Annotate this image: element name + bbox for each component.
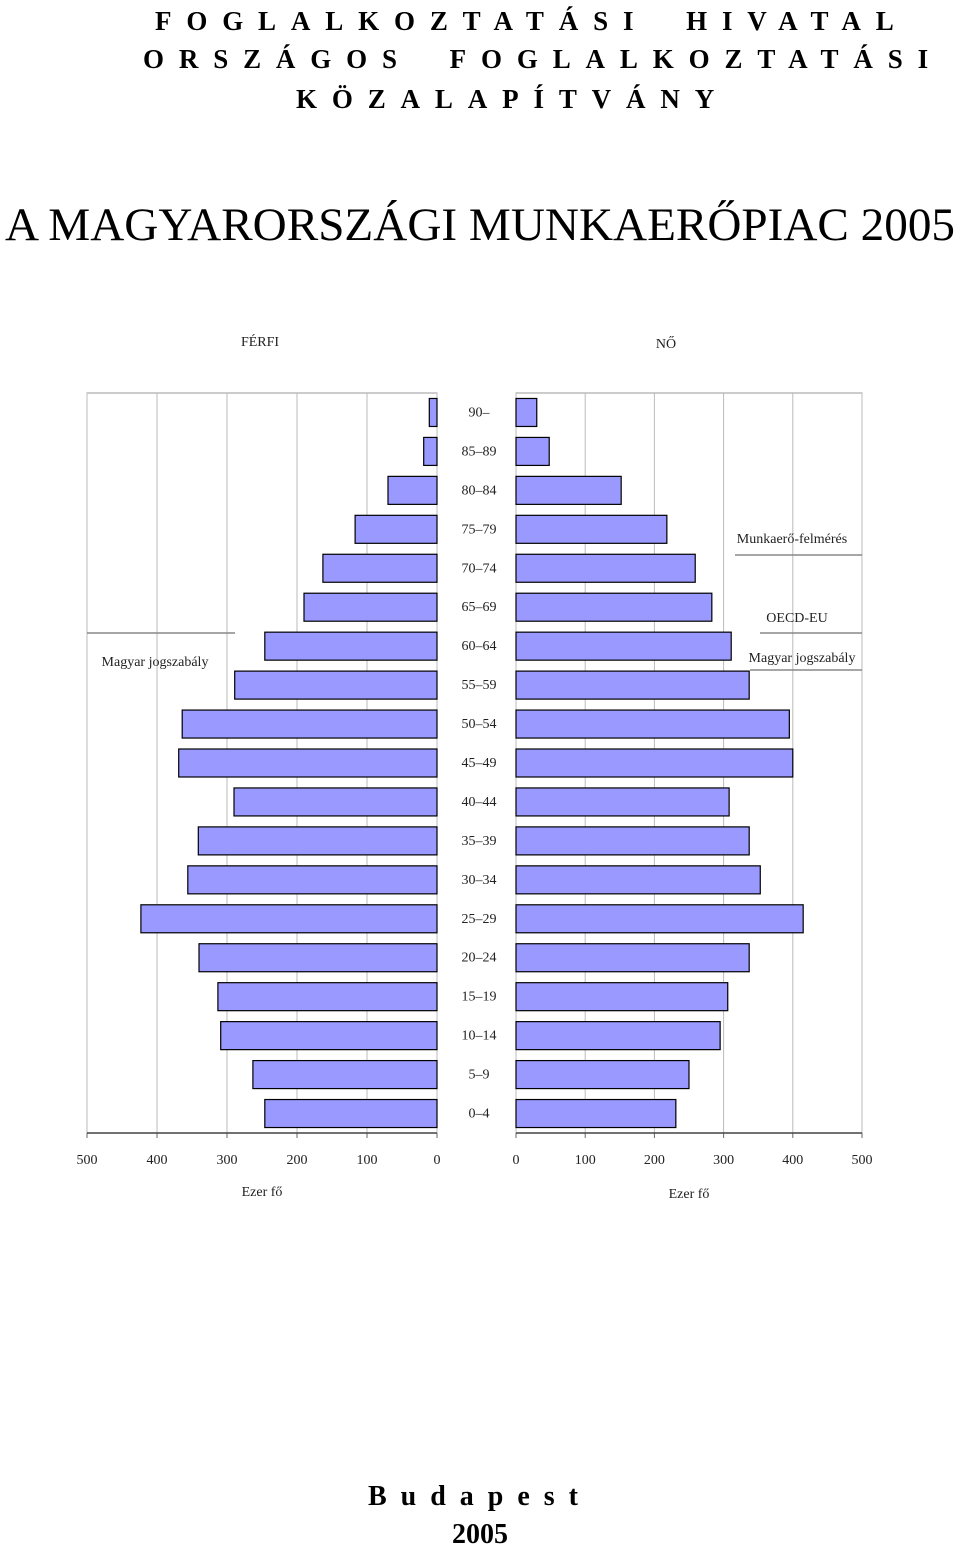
x-axis-label: Ezer fő	[242, 1185, 283, 1200]
bar	[140, 904, 438, 934]
category-label: 10–14	[462, 1029, 497, 1044]
bar	[423, 436, 438, 467]
x-tick-label: 0	[513, 1153, 520, 1168]
x-tick-label: 500	[77, 1153, 98, 1168]
category-label: 45–49	[462, 756, 497, 771]
x-axis-label: Ezer fő	[669, 1187, 710, 1202]
category-label: 50–54	[462, 717, 497, 732]
bar	[233, 787, 438, 817]
bar	[515, 436, 550, 467]
bar	[515, 397, 538, 428]
bar	[198, 943, 438, 973]
category-label: 70–74	[462, 561, 497, 576]
x-tick-label: 400	[782, 1153, 803, 1168]
x-tick-label: 200	[287, 1153, 308, 1168]
footer-year: 2005	[452, 1519, 508, 1547]
category-label: 0–4	[469, 1107, 490, 1122]
bar	[515, 670, 750, 700]
header-line: FOGLALKOZTATÁSI HIVATAL	[155, 6, 909, 36]
category-label: 40–44	[462, 795, 497, 810]
category-label: 5–9	[469, 1068, 490, 1083]
bar	[515, 709, 790, 739]
bar	[220, 1021, 438, 1051]
bar	[515, 826, 750, 856]
bar	[303, 592, 438, 622]
panel-heading: FÉRFI	[241, 333, 279, 350]
header-line: ORSZÁGOS FOGLALKOZTATÁSI	[143, 44, 943, 74]
bar	[515, 787, 730, 817]
document-title: A MAGYARORSZÁGI MUNKAERŐPIAC 2005	[5, 199, 955, 251]
annotation: Magyar jogszabály	[102, 655, 209, 670]
x-tick-label: 500	[852, 1153, 873, 1168]
bar	[515, 514, 668, 544]
annotation: Magyar jogszabály	[749, 651, 856, 666]
x-tick-label: 0	[434, 1153, 441, 1168]
bar	[322, 553, 438, 583]
footer-place: Budapest	[368, 1481, 592, 1512]
bar	[181, 709, 438, 739]
category-label: 55–59	[462, 678, 497, 693]
x-tick-label: 300	[217, 1153, 238, 1168]
bar	[515, 592, 713, 622]
bar	[515, 1059, 690, 1090]
x-tick-label: 200	[644, 1153, 665, 1168]
bar	[428, 397, 438, 428]
x-tick-label: 100	[575, 1153, 596, 1168]
x-tick-label: 300	[713, 1153, 734, 1168]
bar	[217, 982, 438, 1012]
category-label: 35–39	[462, 834, 497, 849]
category-label: 85–89	[462, 444, 497, 459]
bar	[515, 475, 622, 505]
bar	[515, 982, 729, 1012]
bar	[515, 904, 804, 934]
category-label: 90–	[469, 405, 491, 420]
x-tick-label: 100	[357, 1153, 378, 1168]
bar	[178, 748, 438, 778]
category-label: 20–24	[462, 951, 497, 966]
category-label: 25–29	[462, 912, 497, 927]
bar	[515, 1021, 721, 1051]
bar	[515, 865, 761, 895]
bar	[264, 631, 438, 661]
bar	[252, 1059, 438, 1090]
bar	[354, 514, 438, 544]
bar	[515, 553, 696, 583]
category-label: 75–79	[462, 522, 497, 537]
bar	[515, 1098, 677, 1129]
category-label: 15–19	[462, 990, 497, 1005]
annotation: Munkaerő-felmérés	[737, 532, 847, 547]
bar	[387, 475, 438, 505]
bar	[197, 826, 438, 856]
category-label: 80–84	[462, 483, 497, 498]
category-label: 65–69	[462, 600, 497, 615]
bar	[187, 865, 438, 895]
bar	[234, 670, 438, 700]
bar	[264, 1098, 438, 1129]
category-label: 60–64	[462, 639, 497, 654]
bar	[515, 631, 732, 661]
header-line: KÖZALAPÍTVÁNY	[296, 84, 729, 114]
bar	[515, 943, 750, 973]
bar	[515, 748, 794, 778]
annotation: OECD-EU	[766, 611, 827, 626]
x-tick-label: 400	[147, 1153, 168, 1168]
panel-heading: NŐ	[656, 335, 676, 352]
category-label: 30–34	[462, 873, 497, 888]
